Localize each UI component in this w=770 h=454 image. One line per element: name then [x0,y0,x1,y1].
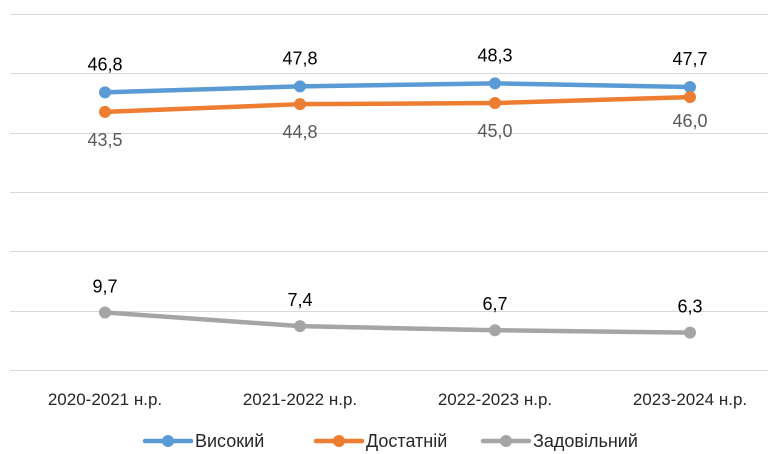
legend-marker [500,435,512,447]
legend-label: Задовільний [533,431,638,451]
data-labels: 46,8 47,8 48,3 47,7 43,5 44,8 45,0 46,0 9,7 7,4 6,… [87,45,707,316]
data-point [684,91,696,104]
data-label: 48,3 [477,45,512,65]
data-point [489,97,501,109]
data-label: 7,4 [287,290,312,310]
data-label: 47,7 [672,49,707,69]
data-point [99,86,111,99]
x-tick-label: 2020-2021 н.р. [48,390,162,409]
data-label: 45,0 [477,121,512,141]
legend-label: Високий [195,431,264,451]
data-point [99,306,111,319]
data-point [489,77,501,90]
legend-marker [162,435,174,447]
data-label: 47,8 [282,48,317,68]
data-points [99,77,696,339]
data-label: 44,8 [282,122,317,142]
data-point [294,320,306,333]
data-label: 6,7 [482,294,507,314]
legend-label: Достатній [366,431,447,451]
x-tick-label: 2021-2022 н.р. [243,390,357,409]
series-line [102,81,693,95]
data-label: 9,7 [92,276,117,296]
legend-marker [333,435,345,447]
data-label: 43,5 [87,130,122,150]
series-lines [102,81,693,335]
data-point [99,105,111,118]
data-point [294,98,306,111]
series-line [102,94,693,115]
data-label: 46,8 [87,54,122,74]
data-label: 6,3 [677,297,702,317]
data-label: 46,0 [672,111,707,131]
series-line [102,310,693,335]
gridlines [10,14,768,371]
x-axis: 2020-2021 н.р. 2021-2022 н.р. 2022-2023 н.… [48,390,747,409]
x-tick-label: 2022-2023 н.р. [438,390,552,409]
legend: Високий Достатній Задовільний [142,431,638,451]
data-point [684,326,696,339]
x-tick-label: 2023-2024 н.р. [633,390,747,409]
data-point [294,80,306,93]
data-point [684,80,696,93]
data-point [489,324,501,337]
